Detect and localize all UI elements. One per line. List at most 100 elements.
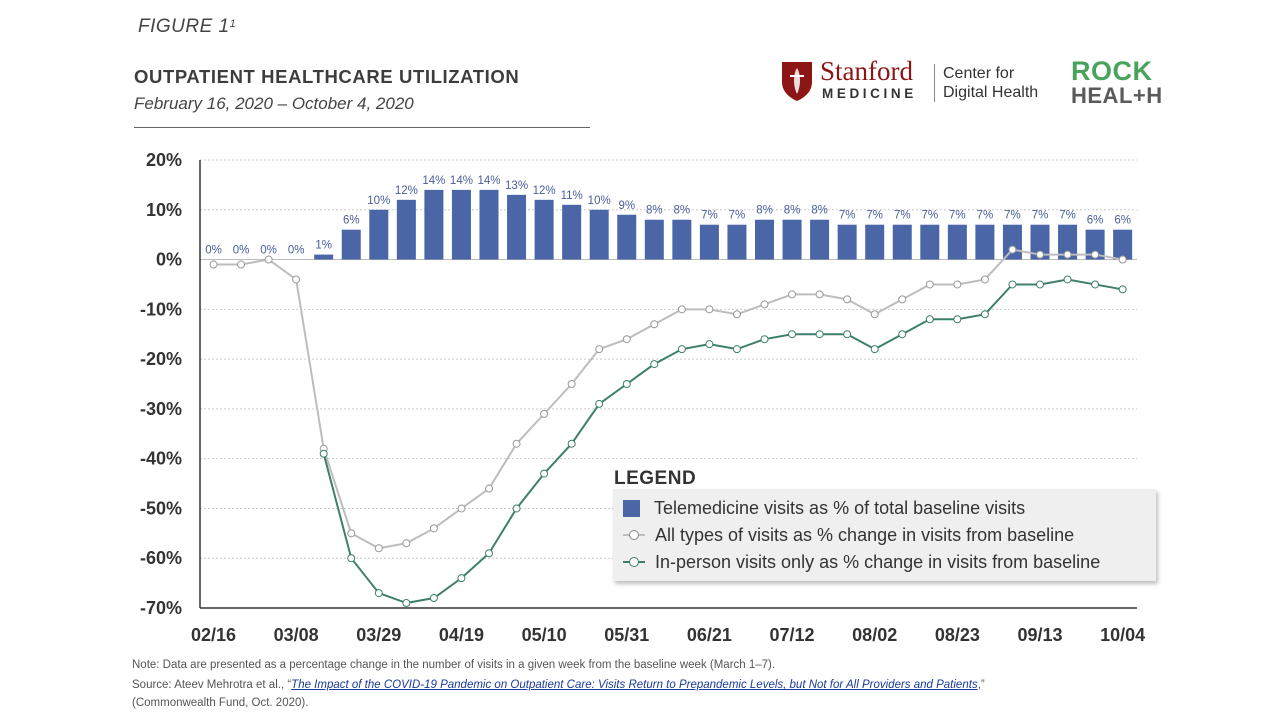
stanford-logo-medicine: MEDICINE: [822, 86, 917, 101]
all-visits-point: [292, 275, 301, 284]
telemedicine-bar: [672, 219, 692, 260]
bar-value-label: 8%: [646, 205, 663, 217]
in-person-point: [1091, 280, 1100, 289]
in-person-point: [485, 549, 493, 558]
all-visits-point: [705, 305, 714, 314]
all-visits-point: [953, 280, 962, 289]
all-visits-point: [1118, 255, 1127, 264]
telemedicine-bar: [451, 189, 471, 260]
x-tick-label: 08/23: [935, 625, 980, 645]
bar-value-label: 7%: [866, 210, 883, 222]
y-tick-label: -10%: [140, 299, 182, 319]
bar-value-label: 8%: [756, 205, 773, 217]
stanford-logo-name: Stanford: [820, 56, 913, 86]
all-visits-point: [485, 484, 493, 493]
bar-value-label: 7%: [921, 210, 938, 222]
chart-subtitle: February 16, 2020 – October 4, 2020: [134, 94, 414, 113]
telemedicine-bar: [837, 224, 857, 260]
all-visits-point: [512, 439, 521, 448]
all-visits-point: [677, 305, 686, 314]
telemedicine-bar: [369, 209, 389, 260]
logo-divider: [934, 64, 935, 102]
bar-value-label: 7%: [894, 210, 911, 222]
y-tick-label: -50%: [140, 498, 182, 518]
in-person-point: [788, 330, 797, 339]
bar-value-label: 1%: [315, 240, 332, 252]
bar-value-label: 12%: [395, 185, 418, 197]
in-person-point: [815, 330, 824, 339]
all-visits-point: [264, 255, 273, 264]
in-person-point: [870, 345, 879, 354]
in-person-point: [650, 360, 659, 369]
x-tick-label: 09/13: [1017, 625, 1062, 645]
y-tick-label: -40%: [140, 449, 182, 469]
all-visits-point: [1036, 250, 1044, 259]
all-visits-point: [980, 275, 989, 284]
telemedicine-bar: [865, 224, 885, 260]
bar-value-label: 0%: [233, 245, 250, 257]
all-visits-point: [870, 310, 879, 319]
in-person-point: [1118, 285, 1127, 294]
legend-in-person-swatch: [623, 556, 645, 568]
telemedicine-bar: [644, 219, 664, 260]
telemedicine-bar: [1030, 224, 1050, 260]
in-person-point: [319, 449, 328, 458]
all-visits-point: [347, 529, 356, 538]
source-prefix: Source: Ateev Mehrotra et al., “: [132, 679, 292, 691]
source-suffix: ,”: [977, 679, 985, 691]
telemedicine-bar: [755, 219, 774, 260]
y-tick-label: 0%: [156, 250, 182, 270]
legend-label-telemedicine: Telemedicine visits as % of total baseli…: [654, 497, 1026, 518]
bar-value-label: 7%: [701, 210, 718, 222]
bar-value-labels: 0% 0% 0% 0% 1% 6% 10% 12% 14% 14% 14% 13% 12% 11% 10% 9…: [205, 175, 1131, 257]
telemedicine-bar: [479, 189, 499, 260]
all-visits-point: [209, 260, 218, 269]
in-person-point: [705, 340, 714, 349]
in-person-point: [512, 504, 521, 513]
legend-item-all-visits: All types of visits as % change in visit…: [623, 522, 1074, 548]
figure-footnote-mark: 1: [229, 18, 237, 30]
all-visits-point: [595, 345, 604, 354]
axes: [199, 160, 1137, 609]
bar-value-label: 0%: [260, 245, 277, 257]
bar-value-label: 8%: [784, 205, 801, 217]
telemedicine-bar: [892, 224, 912, 260]
telemedicine-bar: [424, 189, 444, 260]
telemedicine-bar: [699, 224, 719, 260]
bar-value-label: 7%: [839, 210, 856, 222]
bar-value-label: 0%: [205, 245, 222, 257]
legend-label-in-person: In-person visits only as % change in vis…: [655, 551, 1101, 572]
telemedicine-bar: [920, 224, 940, 260]
in-person-point: [677, 345, 686, 354]
telemedicine-bar: [589, 209, 609, 260]
telemedicine-bar: [534, 199, 554, 260]
bar-value-label: 6%: [343, 215, 360, 227]
x-tick-label: 05/31: [604, 625, 649, 645]
in-person-point: [898, 330, 907, 339]
in-person-point: [925, 315, 934, 324]
all-visits-point: [1091, 250, 1100, 259]
legend-all-visits-swatch: [623, 529, 645, 541]
title-divider: [134, 127, 590, 128]
bar-value-label: 0%: [288, 245, 305, 257]
legend-bar-swatch: [623, 499, 640, 517]
telemedicine-bar: [975, 224, 995, 260]
y-tick-label: -30%: [140, 399, 182, 419]
source-link[interactable]: The Impact of the COVID-19 Pandemic on O…: [291, 679, 978, 691]
footnote-note: Note: Data are presented as a percentage…: [132, 659, 776, 671]
legend-item-in-person: In-person visits only as % change in vis…: [623, 549, 1100, 575]
in-person-point: [374, 589, 383, 598]
x-tick-label: 04/19: [439, 625, 484, 645]
x-tick-label: 03/29: [356, 625, 401, 645]
in-person-point: [622, 380, 631, 388]
telemedicine-bar: [314, 254, 334, 260]
x-tick-label: 02/16: [191, 625, 236, 645]
in-person-point: [429, 594, 438, 603]
in-person-point: [402, 599, 411, 608]
in-person-point: [567, 439, 576, 448]
in-person-point: [953, 315, 962, 324]
x-tick-label: 03/08: [274, 625, 319, 645]
bar-value-label: 7%: [1004, 210, 1021, 222]
telemedicine-bar: [1085, 229, 1105, 260]
